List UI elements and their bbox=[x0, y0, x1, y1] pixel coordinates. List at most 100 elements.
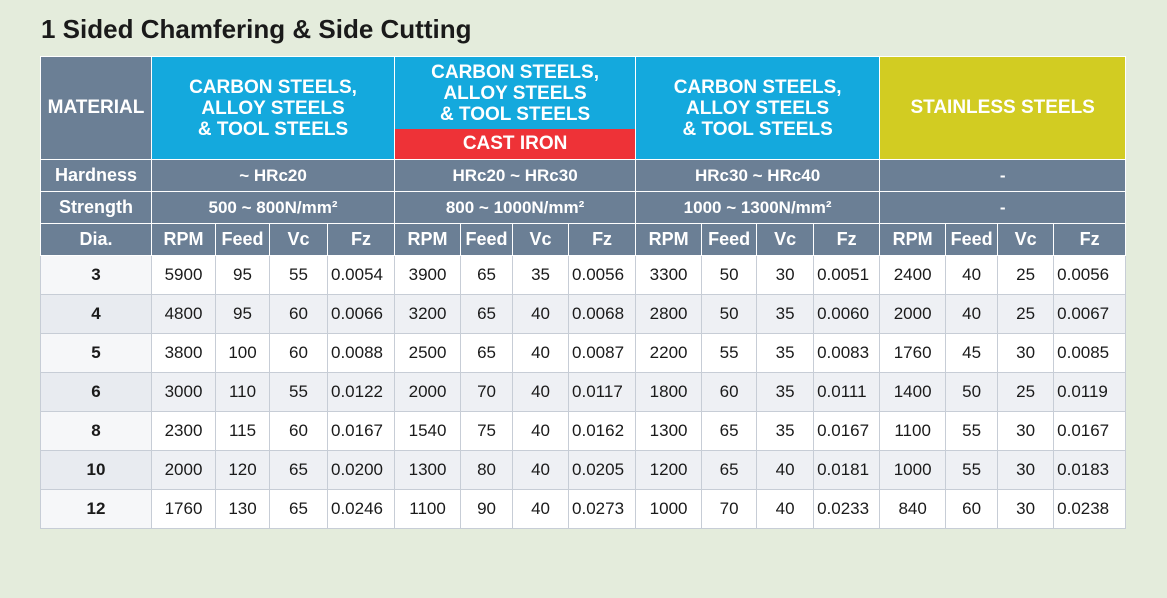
fz-cell: 0.0246 bbox=[326, 489, 396, 529]
strength-value: 500 ~ 800N/mm² bbox=[150, 191, 396, 224]
fz-header: Fz bbox=[1053, 223, 1127, 256]
feed-cell: 70 bbox=[460, 372, 514, 412]
feed-cell: 60 bbox=[701, 372, 758, 412]
dia-cell: 4 bbox=[40, 294, 152, 334]
vc-cell: 55 bbox=[269, 255, 328, 295]
dia-header: Dia. bbox=[40, 223, 152, 256]
feed-cell: 115 bbox=[215, 411, 270, 451]
feed-header: Feed bbox=[460, 223, 514, 256]
feed-cell: 95 bbox=[215, 294, 270, 334]
dia-cell: 5 bbox=[40, 333, 152, 373]
dia-cell: 8 bbox=[40, 411, 152, 451]
feed-header: Feed bbox=[215, 223, 270, 256]
feed-cell: 40 bbox=[945, 294, 999, 334]
rpm-cell: 2000 bbox=[151, 450, 216, 490]
fz-cell: 0.0183 bbox=[1053, 450, 1127, 490]
fz-cell: 0.0066 bbox=[326, 294, 396, 334]
material-header-row: MATERIAL CARBON STEELS, ALLOY STEELS & T… bbox=[40, 56, 1127, 160]
feed-cell: 65 bbox=[701, 450, 758, 490]
strength-label: Strength bbox=[40, 191, 152, 224]
rpm-cell: 2000 bbox=[879, 294, 947, 334]
vc-cell: 25 bbox=[997, 255, 1055, 295]
vc-header: Vc bbox=[269, 223, 328, 256]
fz-cell: 0.0068 bbox=[568, 294, 637, 334]
vc-cell: 60 bbox=[269, 411, 328, 451]
rpm-cell: 2400 bbox=[879, 255, 947, 295]
feed-cell: 100 bbox=[215, 333, 270, 373]
rpm-cell: 3900 bbox=[394, 255, 462, 295]
feed-cell: 60 bbox=[945, 489, 999, 529]
vc-cell: 25 bbox=[997, 372, 1055, 412]
vc-cell: 60 bbox=[269, 333, 328, 373]
table-row: 12 1760 130 65 0.0246 1100 90 40 0.0273 1000 70 40 0… bbox=[40, 489, 1127, 529]
rpm-header: RPM bbox=[635, 223, 703, 256]
table-row: 10 2000 120 65 0.0200 1300 80 40 0.0205 1200 65 40 0… bbox=[40, 450, 1127, 490]
hardness-row: Hardness ~ HRc20 HRc20 ~ HRc30 HRc30 ~ H… bbox=[40, 159, 1127, 192]
fz-cell: 0.0162 bbox=[568, 411, 637, 451]
rpm-cell: 3200 bbox=[394, 294, 462, 334]
data-body: 3 5900 95 55 0.0054 3900 65 35 0.0056 3300 50 30 0.0… bbox=[40, 255, 1127, 529]
vc-cell: 40 bbox=[512, 489, 570, 529]
dia-cell: 3 bbox=[40, 255, 152, 295]
rpm-cell: 1800 bbox=[635, 372, 703, 412]
feed-cell: 45 bbox=[945, 333, 999, 373]
fz-cell: 0.0117 bbox=[568, 372, 637, 412]
vc-header: Vc bbox=[756, 223, 815, 256]
material-label: MATERIAL bbox=[40, 56, 152, 160]
feed-cell: 70 bbox=[701, 489, 758, 529]
group-2-line3: & TOOL STEELS bbox=[439, 103, 591, 125]
rpm-cell: 1100 bbox=[394, 489, 462, 529]
vc-cell: 30 bbox=[997, 489, 1055, 529]
feed-header: Feed bbox=[945, 223, 999, 256]
fz-cell: 0.0088 bbox=[326, 333, 396, 373]
material-group-4: STAINLESS STEELS bbox=[879, 56, 1127, 160]
vc-cell: 30 bbox=[997, 333, 1055, 373]
rpm-cell: 1000 bbox=[879, 450, 947, 490]
rpm-cell: 1300 bbox=[635, 411, 703, 451]
cutting-conditions-table: MATERIAL CARBON STEELS, ALLOY STEELS & T… bbox=[40, 56, 1127, 529]
feed-cell: 65 bbox=[701, 411, 758, 451]
vc-cell: 30 bbox=[997, 450, 1055, 490]
rpm-cell: 2000 bbox=[394, 372, 462, 412]
feed-cell: 65 bbox=[460, 255, 514, 295]
fz-cell: 0.0083 bbox=[813, 333, 881, 373]
vc-cell: 40 bbox=[512, 333, 570, 373]
vc-cell: 35 bbox=[756, 411, 815, 451]
fz-cell: 0.0056 bbox=[568, 255, 637, 295]
feed-cell: 90 bbox=[460, 489, 514, 529]
vc-cell: 35 bbox=[756, 372, 815, 412]
vc-header: Vc bbox=[997, 223, 1055, 256]
table-row: 3 5900 95 55 0.0054 3900 65 35 0.0056 3300 50 30 0.0… bbox=[40, 255, 1127, 295]
rpm-cell: 3800 bbox=[151, 333, 216, 373]
fz-cell: 0.0054 bbox=[326, 255, 396, 295]
feed-cell: 75 bbox=[460, 411, 514, 451]
fz-cell: 0.0111 bbox=[813, 372, 881, 412]
group-3-line3: & TOOL STEELS bbox=[682, 118, 833, 140]
feed-cell: 65 bbox=[460, 294, 514, 334]
fz-cell: 0.0273 bbox=[568, 489, 637, 529]
fz-cell: 0.0238 bbox=[1053, 489, 1127, 529]
strength-row: Strength 500 ~ 800N/mm² 800 ~ 1000N/mm² … bbox=[40, 191, 1127, 224]
strength-value: - bbox=[879, 191, 1127, 224]
feed-cell: 110 bbox=[215, 372, 270, 412]
fz-cell: 0.0181 bbox=[813, 450, 881, 490]
vc-header: Vc bbox=[512, 223, 570, 256]
fz-header: Fz bbox=[813, 223, 881, 256]
rpm-header: RPM bbox=[879, 223, 947, 256]
fz-cell: 0.0067 bbox=[1053, 294, 1127, 334]
dia-cell: 10 bbox=[40, 450, 152, 490]
fz-cell: 0.0051 bbox=[813, 255, 881, 295]
rpm-cell: 5900 bbox=[151, 255, 216, 295]
vc-cell: 35 bbox=[512, 255, 570, 295]
vc-cell: 65 bbox=[269, 489, 328, 529]
table-row: 4 4800 95 60 0.0066 3200 65 40 0.0068 2800 50 35 0.0… bbox=[40, 294, 1127, 334]
group-3-line2: ALLOY STEELS bbox=[686, 97, 830, 119]
fz-header: Fz bbox=[326, 223, 396, 256]
rpm-cell: 1540 bbox=[394, 411, 462, 451]
feed-cell: 55 bbox=[701, 333, 758, 373]
feed-cell: 80 bbox=[460, 450, 514, 490]
feed-cell: 95 bbox=[215, 255, 270, 295]
hardness-value: HRc20 ~ HRc30 bbox=[394, 159, 637, 192]
feed-cell: 50 bbox=[701, 255, 758, 295]
material-group-3: CARBON STEELS, ALLOY STEELS & TOOL STEEL… bbox=[635, 56, 881, 160]
